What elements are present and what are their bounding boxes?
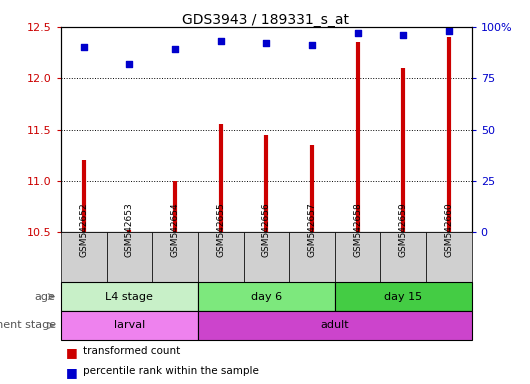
Point xyxy=(445,28,453,34)
Text: GSM542655: GSM542655 xyxy=(216,202,225,257)
Text: GSM542659: GSM542659 xyxy=(399,202,408,257)
Point xyxy=(262,40,270,46)
Text: GSM542653: GSM542653 xyxy=(125,202,134,257)
Point xyxy=(308,42,316,48)
Text: GSM542656: GSM542656 xyxy=(262,202,271,257)
Text: adult: adult xyxy=(321,320,349,331)
Text: GSM542657: GSM542657 xyxy=(307,202,316,257)
Text: percentile rank within the sample: percentile rank within the sample xyxy=(83,366,259,376)
Text: ■: ■ xyxy=(66,346,78,359)
Text: larval: larval xyxy=(114,320,145,331)
Text: GDS3943 / 189331_s_at: GDS3943 / 189331_s_at xyxy=(181,13,349,27)
Text: ■: ■ xyxy=(66,366,78,379)
Text: day 15: day 15 xyxy=(384,291,422,302)
Text: GSM542654: GSM542654 xyxy=(171,203,180,257)
Text: L4 stage: L4 stage xyxy=(105,291,153,302)
Point xyxy=(125,61,134,67)
Point xyxy=(354,30,362,36)
Point xyxy=(80,44,88,50)
Point xyxy=(399,32,408,38)
Text: GSM542658: GSM542658 xyxy=(353,202,362,257)
Point xyxy=(171,46,179,53)
Text: GSM542660: GSM542660 xyxy=(444,202,453,257)
Text: GSM542652: GSM542652 xyxy=(80,203,89,257)
Point xyxy=(216,38,225,44)
Text: day 6: day 6 xyxy=(251,291,282,302)
Text: age: age xyxy=(35,291,56,302)
Text: transformed count: transformed count xyxy=(83,346,180,356)
Text: development stage: development stage xyxy=(0,320,56,331)
